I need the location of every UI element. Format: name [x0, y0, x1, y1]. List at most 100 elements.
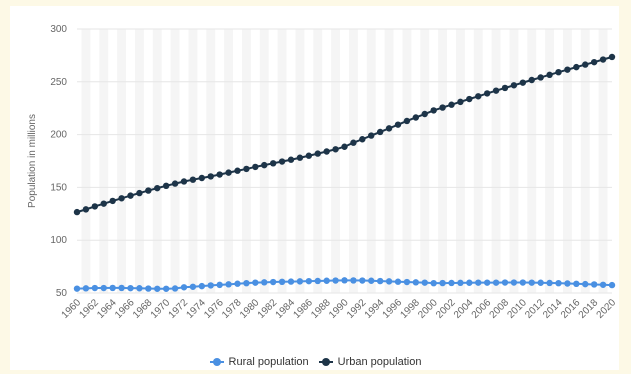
urban-data-point: [252, 163, 259, 171]
urban-data-point: [439, 104, 446, 111]
plot-band: [134, 29, 144, 293]
rural-data-point: [296, 278, 304, 285]
rural-data-point: [91, 284, 99, 292]
plot-background-bands: [81, 29, 608, 293]
rural-data-point: [501, 279, 509, 286]
rural-data-point: [448, 279, 455, 287]
urban-data-point: [189, 176, 197, 183]
rural-data-point: [234, 280, 241, 287]
x-tick-label: 1960: [60, 297, 84, 321]
rural-data-point: [198, 282, 206, 290]
rural-data-point: [252, 279, 259, 286]
urban-data-point: [109, 197, 116, 205]
urban-data-point: [590, 58, 598, 66]
urban-data-point: [287, 156, 295, 163]
x-tick-label: 1966: [113, 297, 137, 321]
x-tick-label: 2000: [416, 297, 440, 321]
plot-band: [545, 29, 555, 293]
rural-data-point: [519, 279, 527, 286]
x-tick-label: 1986: [291, 297, 315, 321]
rural-data-point: [73, 285, 81, 292]
rural-data-point: [269, 278, 277, 286]
plot-band: [241, 29, 251, 293]
plot-band: [402, 29, 412, 293]
plot-band: [206, 29, 216, 293]
x-tick-label: 1980: [238, 297, 262, 321]
urban-data-point: [385, 125, 393, 132]
legend-rural-label: Rural population: [228, 356, 309, 368]
urban-data-point: [537, 74, 544, 81]
x-tick-label: 1984: [274, 297, 298, 321]
plot-band: [438, 29, 448, 293]
rural-data-point: [287, 278, 295, 285]
x-tick-label: 2020: [595, 297, 619, 321]
legend: Rural population Urban population: [0, 356, 631, 368]
rural-data-point: [510, 279, 518, 286]
urban-data-point: [394, 121, 402, 128]
x-tick-label: 2010: [505, 297, 529, 321]
urban-data-point: [599, 56, 607, 63]
urban-data-point: [421, 110, 428, 118]
x-axis-ticks: 1960196219641966196819701972197419761978…: [60, 297, 619, 321]
rural-data-point: [403, 278, 411, 286]
rural-data-point: [385, 278, 393, 285]
urban-data-point: [492, 87, 500, 94]
y-axis-ticks: 50 100 150 200 250 300: [50, 24, 67, 299]
urban-data-point: [368, 132, 375, 139]
rural-data-point: [332, 277, 339, 284]
plot-band: [117, 29, 127, 293]
plot-band: [99, 29, 109, 293]
y-axis-title: Population in millions: [27, 114, 38, 208]
urban-data-point: [546, 71, 553, 79]
urban-data-point: [564, 66, 571, 73]
urban-data-point: [501, 84, 509, 92]
rural-data-point: [430, 279, 437, 287]
rural-data-point: [546, 279, 553, 287]
urban-data-point: [573, 63, 580, 71]
rural-data-point: [439, 279, 446, 287]
rural-data-point: [314, 277, 321, 285]
urban-data-point: [234, 167, 241, 174]
plot-band: [420, 29, 430, 293]
rural-data-point: [162, 285, 170, 292]
rural-data-point: [528, 279, 535, 286]
urban-data-point: [483, 90, 491, 97]
rural-data-point: [394, 278, 402, 285]
urban-data-point: [180, 178, 188, 185]
urban-data-point: [376, 128, 384, 136]
y-tick-label: 50: [56, 288, 68, 299]
rural-data-point: [475, 279, 482, 286]
urban-data-point: [171, 180, 179, 187]
rural-data-point: [207, 282, 214, 289]
urban-data-point: [278, 158, 286, 165]
urban-data-point: [555, 68, 562, 76]
rural-data-point: [261, 279, 268, 286]
y-tick-label: 250: [50, 77, 67, 88]
rural-data-point: [145, 285, 152, 292]
rural-data-point: [127, 284, 134, 292]
x-tick-label: 2014: [541, 297, 565, 321]
rural-data-point: [305, 277, 313, 285]
rural-data-point: [180, 284, 188, 291]
urban-data-point: [118, 195, 125, 202]
x-tick-label: 1988: [309, 297, 333, 321]
rural-data-point: [100, 284, 107, 292]
urban-data-point: [314, 150, 321, 157]
x-tick-label: 2002: [434, 297, 458, 321]
urban-data-point: [100, 200, 107, 207]
plot-band: [224, 29, 234, 293]
urban-data-point: [82, 206, 90, 213]
legend-item-rural[interactable]: Rural population: [209, 356, 309, 368]
plot-band: [188, 29, 198, 293]
x-tick-label: 1972: [167, 297, 191, 321]
x-tick-label: 1978: [220, 297, 244, 321]
urban-data-point: [73, 208, 81, 216]
urban-data-point: [466, 95, 473, 103]
legend-urban-label: Urban population: [337, 356, 422, 368]
rural-data-point: [412, 279, 420, 286]
x-tick-label: 1996: [381, 297, 405, 321]
x-tick-label: 2016: [559, 297, 583, 321]
x-tick-label: 1998: [398, 297, 422, 321]
legend-item-urban[interactable]: Urban population: [318, 356, 422, 368]
rural-data-point: [608, 281, 616, 289]
